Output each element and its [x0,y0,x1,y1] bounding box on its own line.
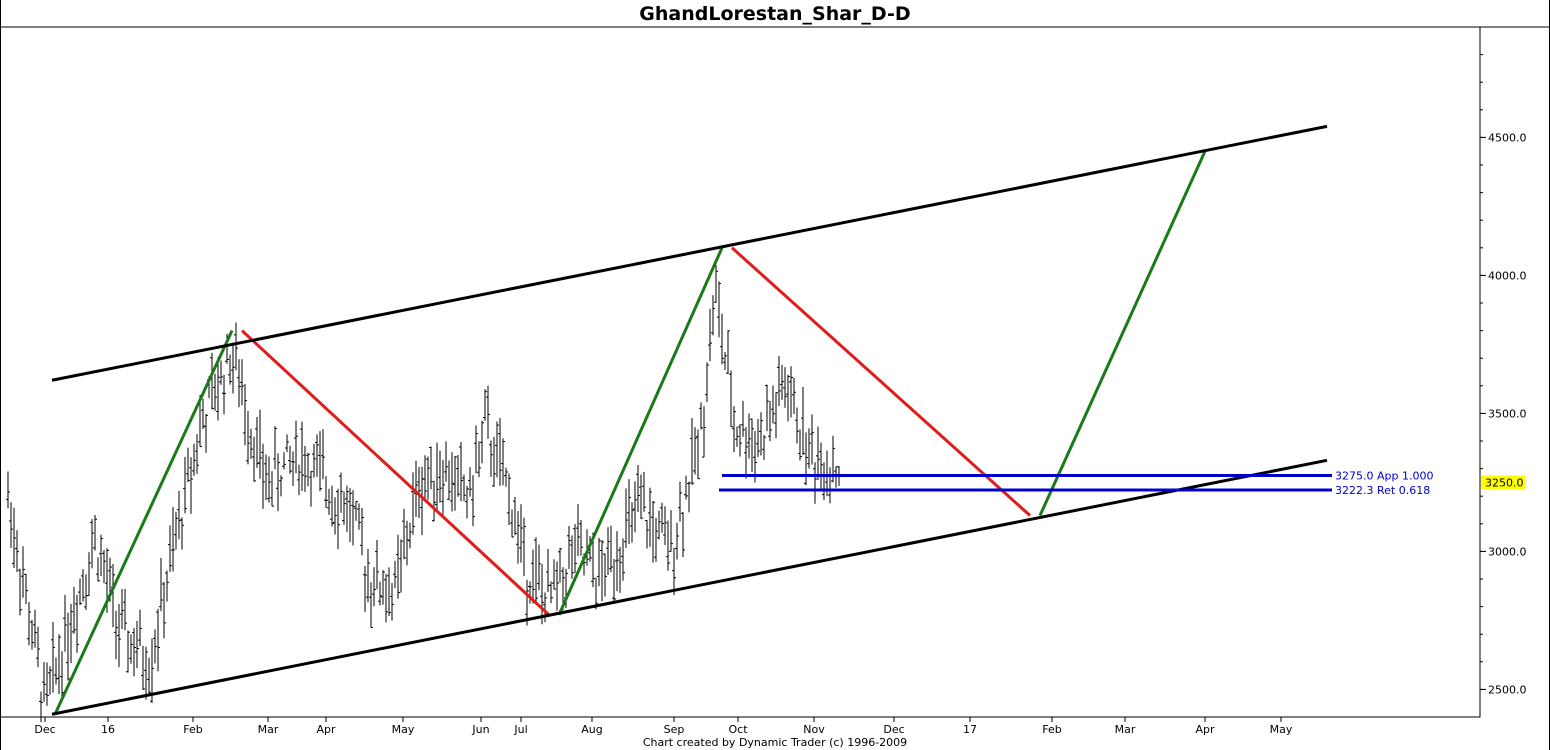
y-tick-label: 4500.0 [1488,131,1527,144]
x-tick-label: Feb [183,723,202,736]
price-bars [6,265,841,723]
x-tick-label: May [392,723,415,736]
x-tick-label: Apr [316,723,336,736]
x-tick-label: May [1270,723,1293,736]
y-tick-label: 3000.0 [1488,545,1527,558]
channel-line [51,124,1328,382]
y-tick-label: 2500.0 [1488,683,1527,696]
current-price-label: 3250.0 [1485,476,1524,489]
chart-title: GhandLorestan_Shar_D-D [639,3,911,25]
channel-line [51,458,1328,716]
y-tick-label: 3500.0 [1488,407,1527,420]
swing-lines [53,150,1207,715]
swing-line [53,329,234,715]
swing-line [557,247,724,616]
projection-level-label: 3222.3 Ret 0.618 [1335,484,1430,497]
x-tick-label: Oct [728,723,748,736]
x-tick-label: Jul [513,723,527,736]
x-tick-label: Sep [664,723,685,736]
x-tick-label: Jun [471,723,489,736]
current-price-marker [1481,475,1525,490]
x-tick-label: Mar [258,723,279,736]
swing-line [240,329,551,616]
x-tick-label: Dec [34,723,55,736]
x-tick-label: Dec [883,723,904,736]
swing-line [730,246,1032,517]
x-tick-label: Nov [803,723,825,736]
projection-level-label: 3275.0 App 1.000 [1335,470,1433,483]
plot-area [0,26,1481,718]
x-tick-label: 17 [963,723,977,736]
x-tick-label: Aug [581,723,602,736]
channel-lines [51,124,1328,716]
x-tick-label: Apr [1195,723,1215,736]
chart-footer: Chart created by Dynamic Trader (c) 1996… [642,736,908,749]
swing-line [1038,150,1207,517]
x-tick-label: Mar [1115,723,1136,736]
x-tick-label: Feb [1042,723,1061,736]
y-axis: 4500.0 4000.0 3500.0 3000.0 2500.0 3250.0 [1479,27,1527,717]
y-tick-label: 4000.0 [1488,269,1527,282]
x-tick-label: 16 [101,723,115,736]
x-axis: Dec 16 Feb Mar Apr May Jun Jul Aug Sep Oct Nov Dec 17… [34,717,1293,736]
